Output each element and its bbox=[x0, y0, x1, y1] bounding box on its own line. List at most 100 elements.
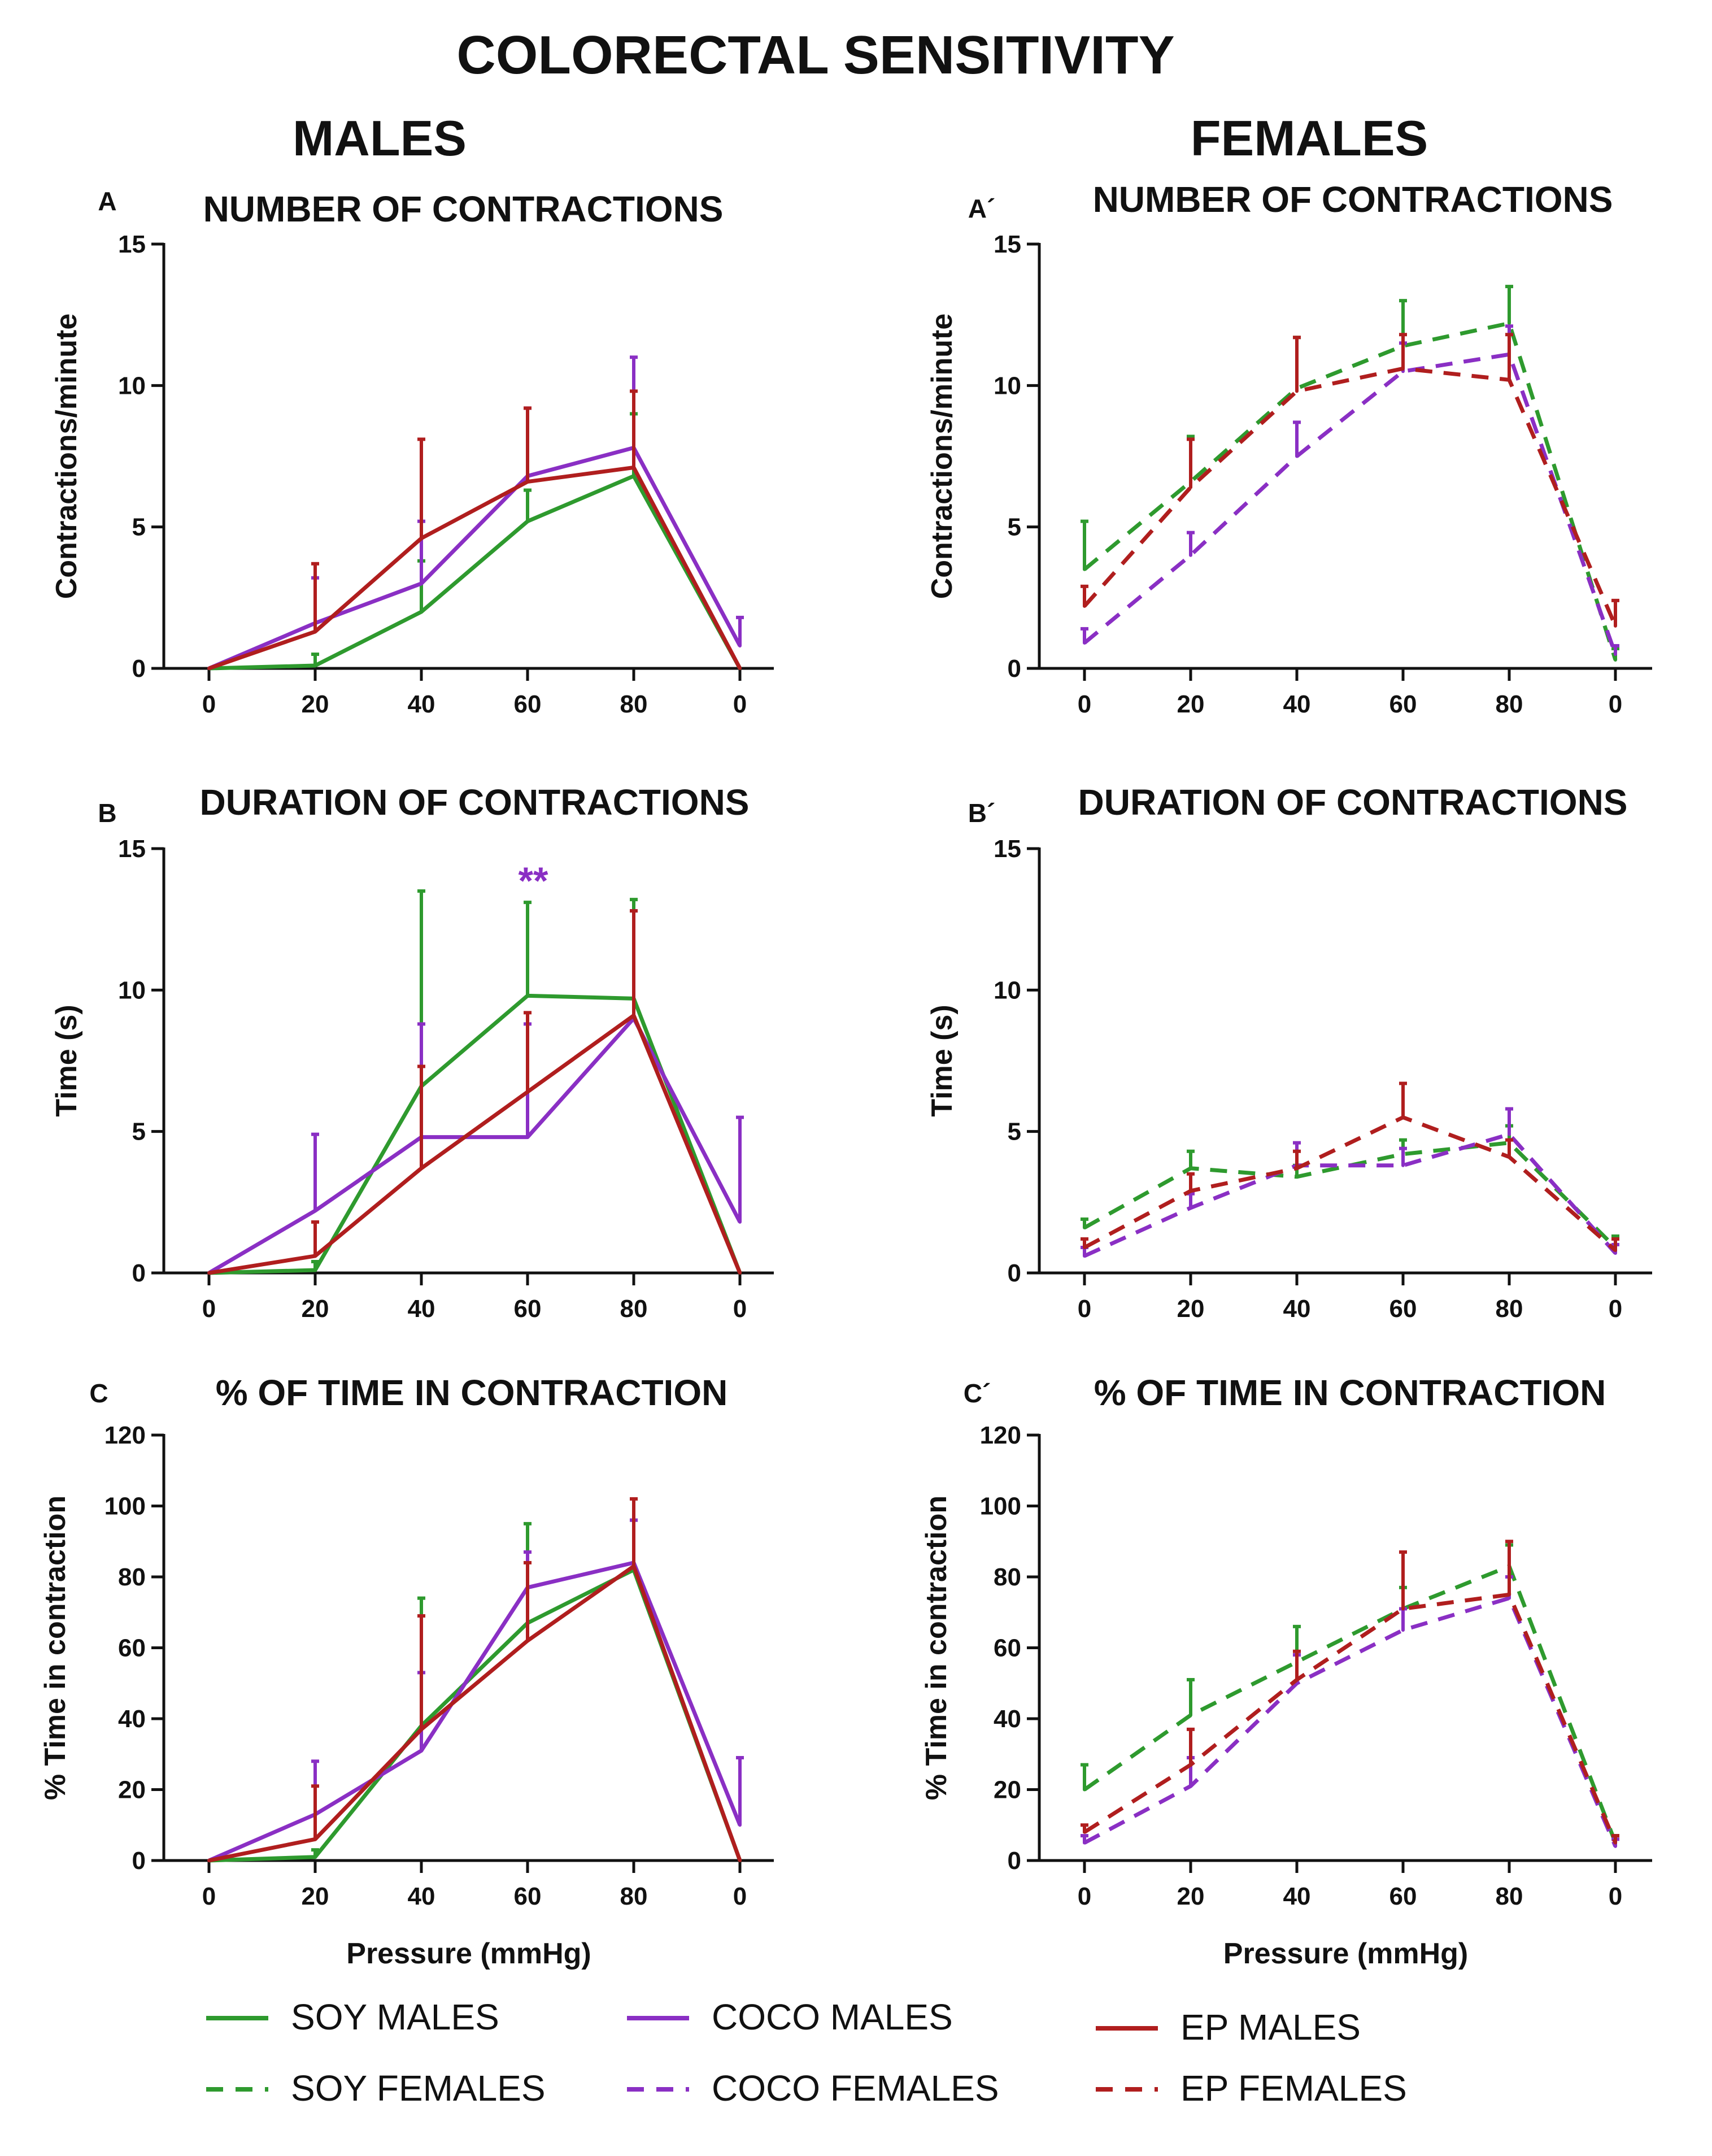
data-point bbox=[632, 466, 635, 470]
panel-letter: C bbox=[89, 1379, 108, 1408]
panel-letter: A´ bbox=[968, 194, 996, 223]
x-tick-label: 0 bbox=[1078, 1883, 1091, 1910]
legend-label: EP FEMALES bbox=[1180, 2068, 1407, 2109]
x-tick-label: 20 bbox=[1177, 1883, 1205, 1910]
x-tick-label: 0 bbox=[1078, 690, 1091, 718]
data-point bbox=[738, 1271, 742, 1275]
data-point bbox=[1614, 652, 1617, 656]
data-point bbox=[1614, 1251, 1617, 1255]
legend-label: COCO FEMALES bbox=[712, 2068, 999, 2109]
data-point bbox=[1508, 1132, 1511, 1136]
series-soy-males bbox=[207, 1518, 742, 1863]
y-tick-label: 80 bbox=[118, 1563, 146, 1591]
x-tick-label: 20 bbox=[302, 1883, 329, 1910]
x-tick-label: 20 bbox=[1177, 690, 1205, 718]
y-tick-label: 0 bbox=[1008, 655, 1021, 683]
series-ep-females bbox=[1081, 1081, 1619, 1252]
y-axis-label: Contractions/minute bbox=[50, 314, 83, 599]
panel-a-male-number-of-contractions: NUMBER OF CONTRACTIONS A 0 5 10 15 0 20 40 60 80 0 C… bbox=[50, 186, 774, 718]
panel-title: NUMBER OF CONTRACTIONS bbox=[203, 189, 724, 229]
data-point bbox=[420, 536, 423, 540]
panel-a-prime-female-number-of-contractions: NUMBER OF CONTRACTIONS A´ 0 5 10 15 0 20 40 60 80 0… bbox=[926, 179, 1652, 718]
data-point bbox=[1083, 567, 1086, 571]
data-point bbox=[526, 480, 529, 484]
series-line bbox=[208, 1561, 742, 1863]
y-tick-label: 60 bbox=[994, 1635, 1021, 1662]
data-point bbox=[1401, 1115, 1405, 1119]
series-ep-females bbox=[1081, 333, 1619, 628]
x-tick-label: 60 bbox=[514, 1295, 542, 1323]
y-tick-label: 60 bbox=[118, 1635, 146, 1662]
data-point bbox=[1189, 485, 1192, 489]
legend-label: SOY FEMALES bbox=[291, 2068, 546, 2109]
data-point bbox=[1189, 1166, 1192, 1170]
panel-title: NUMBER OF CONTRACTIONS bbox=[1093, 179, 1613, 220]
series-line bbox=[208, 1013, 742, 1275]
y-tick-label: 120 bbox=[104, 1422, 146, 1449]
y-tick-label: 5 bbox=[132, 1118, 146, 1146]
series-line bbox=[1083, 1132, 1617, 1258]
series-line bbox=[208, 445, 742, 671]
figure-title: COLORECTAL SENSITIVITY bbox=[456, 25, 1174, 85]
panel-b-prime-female-duration-of-contractions: DURATION OF CONTRACTIONS B´ 0 5 10 15 0 20 40 60 8… bbox=[926, 782, 1652, 1323]
significance-annotation: ** bbox=[519, 859, 548, 902]
x-tick-label: 0 bbox=[1609, 1883, 1622, 1910]
series-coco-males bbox=[207, 1518, 744, 1863]
series-line bbox=[208, 474, 742, 671]
data-point bbox=[420, 610, 423, 614]
y-tick-label: 5 bbox=[1008, 514, 1021, 541]
data-point bbox=[420, 1749, 423, 1753]
x-tick-label: 40 bbox=[1283, 1883, 1311, 1910]
x-tick-label: 0 bbox=[733, 1883, 747, 1910]
y-axis-label: % Time in contraction bbox=[920, 1496, 953, 1800]
x-tick-label: 60 bbox=[1389, 690, 1417, 718]
series-ep-males bbox=[207, 1497, 742, 1863]
x-tick-label: 40 bbox=[1283, 690, 1311, 718]
data-point bbox=[1295, 1166, 1299, 1170]
x-tick-label: 0 bbox=[1609, 690, 1622, 718]
x-tick-label: 20 bbox=[302, 690, 329, 718]
y-tick-label: 100 bbox=[980, 1493, 1021, 1520]
data-point bbox=[1401, 1628, 1405, 1632]
x-tick-label: 0 bbox=[1078, 1295, 1091, 1323]
x-tick-label: 80 bbox=[1496, 1883, 1523, 1910]
data-point bbox=[313, 663, 317, 667]
series-line bbox=[1083, 1141, 1617, 1249]
data-point bbox=[1189, 1784, 1192, 1788]
x-tick-label: 20 bbox=[302, 1295, 329, 1323]
y-axis-label: Contractions/minute bbox=[926, 314, 959, 599]
legend: SOY MALES COCO MALES EP MALES SOY FEMALES CO… bbox=[206, 1997, 1407, 2109]
y-tick-label: 80 bbox=[994, 1563, 1021, 1591]
data-point bbox=[420, 1727, 423, 1731]
data-point bbox=[1189, 1763, 1192, 1767]
series-line bbox=[208, 993, 742, 1275]
y-tick-label: 100 bbox=[104, 1493, 146, 1520]
series-line bbox=[1083, 1115, 1617, 1252]
data-point bbox=[1295, 1175, 1299, 1179]
y-tick-label: 10 bbox=[994, 976, 1021, 1004]
column-header-males: MALES bbox=[293, 110, 467, 166]
data-point bbox=[1508, 1596, 1511, 1600]
panel-letter: B bbox=[98, 798, 116, 828]
series-ep-males bbox=[207, 909, 742, 1275]
panel-b-male-duration-of-contractions: DURATION OF CONTRACTIONS B 0 5 10 15 0 20 40 60 80… bbox=[50, 782, 774, 1323]
panel-title: % OF TIME IN CONTRACTION bbox=[1094, 1372, 1606, 1413]
data-point bbox=[313, 1837, 317, 1841]
series-line bbox=[208, 1567, 742, 1863]
series-coco-females bbox=[1081, 324, 1619, 656]
series-line bbox=[208, 1016, 742, 1275]
x-tick-label: 0 bbox=[202, 1295, 216, 1323]
data-point bbox=[632, 1564, 635, 1568]
data-point bbox=[526, 1638, 529, 1642]
y-axis-label: Time (s) bbox=[926, 1005, 959, 1116]
data-point bbox=[738, 1220, 742, 1224]
panel-letter: B´ bbox=[968, 798, 996, 828]
x-tick-label: 0 bbox=[733, 690, 747, 718]
x-tick-label: 0 bbox=[1609, 1295, 1622, 1323]
data-point bbox=[1401, 367, 1405, 371]
series-line bbox=[1083, 1596, 1618, 1848]
x-axis-label: Pressure (mmHg) bbox=[346, 1937, 591, 1970]
y-axis-label: Time (s) bbox=[50, 1005, 83, 1116]
data-point bbox=[1083, 1225, 1086, 1229]
data-point bbox=[1508, 1155, 1511, 1159]
